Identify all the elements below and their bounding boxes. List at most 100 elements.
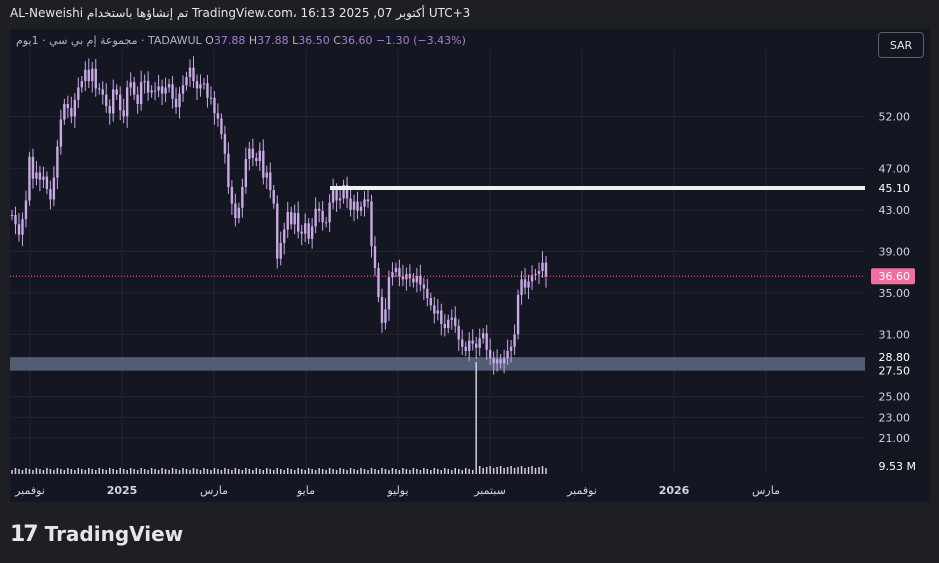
- candle-body: [534, 274, 537, 276]
- last-price-tag-bg: [871, 268, 915, 285]
- zone-low-price-tag-bg: [871, 362, 915, 379]
- candle-body: [307, 223, 310, 239]
- candle-body: [234, 203, 237, 219]
- candle-body: [157, 86, 160, 91]
- candle-body: [160, 86, 164, 94]
- candle-body: [422, 284, 426, 289]
- candle-body: [265, 172, 268, 178]
- candle-body: [139, 82, 143, 104]
- candle-body: [42, 176, 45, 180]
- candle-body: [174, 98, 178, 108]
- x-tick-label: 2025: [107, 484, 138, 497]
- candle-body: [474, 343, 478, 348]
- candle-body: [223, 134, 227, 154]
- candle-body: [38, 172, 42, 180]
- x-tick-label: يوليو: [386, 484, 408, 497]
- candle-body: [262, 150, 265, 178]
- chart-panel[interactable]: مجموعة إم بي سي · 1يوم · TADAWUL O37.88 …: [10, 29, 930, 502]
- close-value: 36.60: [340, 34, 373, 47]
- candle-body: [17, 224, 21, 235]
- candle-body: [125, 87, 129, 117]
- candle-body: [426, 288, 429, 298]
- candle-body: [84, 69, 87, 82]
- x-tick-label: مارس: [752, 484, 780, 497]
- candle-body: [153, 90, 157, 92]
- candle-body: [366, 199, 370, 202]
- candle-body: [321, 210, 324, 223]
- candle-body: [216, 113, 220, 119]
- candle-body: [468, 340, 471, 351]
- candle-body: [440, 310, 443, 324]
- close-label: C: [333, 34, 341, 47]
- symbol-label: مجموعة إم بي سي · 1يوم · TADAWUL: [16, 34, 202, 47]
- candle-body: [52, 177, 56, 200]
- resistance-price-tag-bg: [871, 180, 915, 197]
- candle-body: [108, 106, 111, 114]
- candle-body: [178, 93, 181, 108]
- candle-body: [80, 81, 84, 88]
- y-tick-label: 35.00: [879, 287, 911, 300]
- candle-body: [516, 294, 520, 335]
- candle-body: [185, 77, 188, 86]
- price-chart[interactable]: 52.00 47.00 43.00 39.00 35.00 31.00 25.00 23.00…: [10, 29, 930, 502]
- candle-body: [192, 67, 195, 82]
- candle-body: [328, 202, 331, 223]
- candle-body: [241, 186, 244, 208]
- candle-body: [276, 203, 279, 259]
- candle-body: [70, 108, 73, 117]
- candle-body: [150, 90, 153, 93]
- volume-tag-bg: [871, 458, 919, 474]
- candle-body: [63, 103, 66, 120]
- candle-body: [492, 358, 495, 364]
- open-value: 37.88: [213, 34, 246, 47]
- candle-body: [98, 88, 101, 90]
- y-tick-label: 43.00: [879, 204, 911, 217]
- candle-body: [251, 148, 255, 158]
- y-tick-label: 21.00: [879, 432, 911, 445]
- candle-body: [206, 83, 209, 98]
- last-price-tag: 36.60: [879, 270, 911, 283]
- support-zone: [10, 357, 865, 371]
- candle-body: [387, 277, 391, 310]
- candle-body: [129, 82, 132, 88]
- candle-body: [112, 89, 115, 114]
- candle-body: [24, 200, 28, 220]
- candle-body: [373, 246, 377, 268]
- x-tick-label: 2026: [659, 484, 690, 497]
- y-tick-label: 31.00: [879, 328, 911, 341]
- candle-body: [164, 87, 167, 94]
- candle-body: [220, 118, 223, 135]
- candle-body: [338, 198, 342, 201]
- candle-body: [527, 281, 530, 288]
- candle-body: [454, 317, 457, 327]
- candle-body: [199, 84, 202, 89]
- top-bar: AL-Neweishi تم إنشاؤها باستخدام TradingV…: [0, 0, 939, 28]
- candle-body: [394, 267, 398, 273]
- candle-body: [398, 267, 401, 277]
- candle-body: [464, 346, 467, 351]
- currency-button[interactable]: SAR: [878, 32, 924, 58]
- candle-body: [49, 189, 52, 200]
- y-tick-label: 25.00: [879, 391, 911, 404]
- candle-body: [443, 323, 446, 329]
- candle-body: [342, 184, 345, 199]
- candle-body: [91, 68, 94, 82]
- candle-body: [202, 83, 206, 85]
- x-tick-label: سبتمبر: [473, 484, 506, 497]
- tradingview-logo-icon: 17: [10, 521, 39, 547]
- candle-body: [363, 199, 366, 207]
- zone-low-price-tag: 27.50: [879, 365, 911, 378]
- candle-body: [56, 146, 59, 178]
- candle-body: [391, 272, 394, 278]
- chart-credit: AL-Neweishi تم إنشاؤها باستخدام TradingV…: [10, 6, 471, 20]
- candle-body: [481, 333, 485, 339]
- candle-body: [352, 201, 356, 210]
- candle-body: [66, 103, 70, 109]
- candle-body: [436, 310, 440, 314]
- candle-body: [45, 176, 49, 190]
- candle-body: [209, 97, 213, 99]
- change-value: −1.30 (−3.43%): [375, 34, 466, 47]
- candle-body: [359, 206, 363, 211]
- low-value: 36.50: [298, 34, 330, 47]
- candle-body: [35, 172, 38, 179]
